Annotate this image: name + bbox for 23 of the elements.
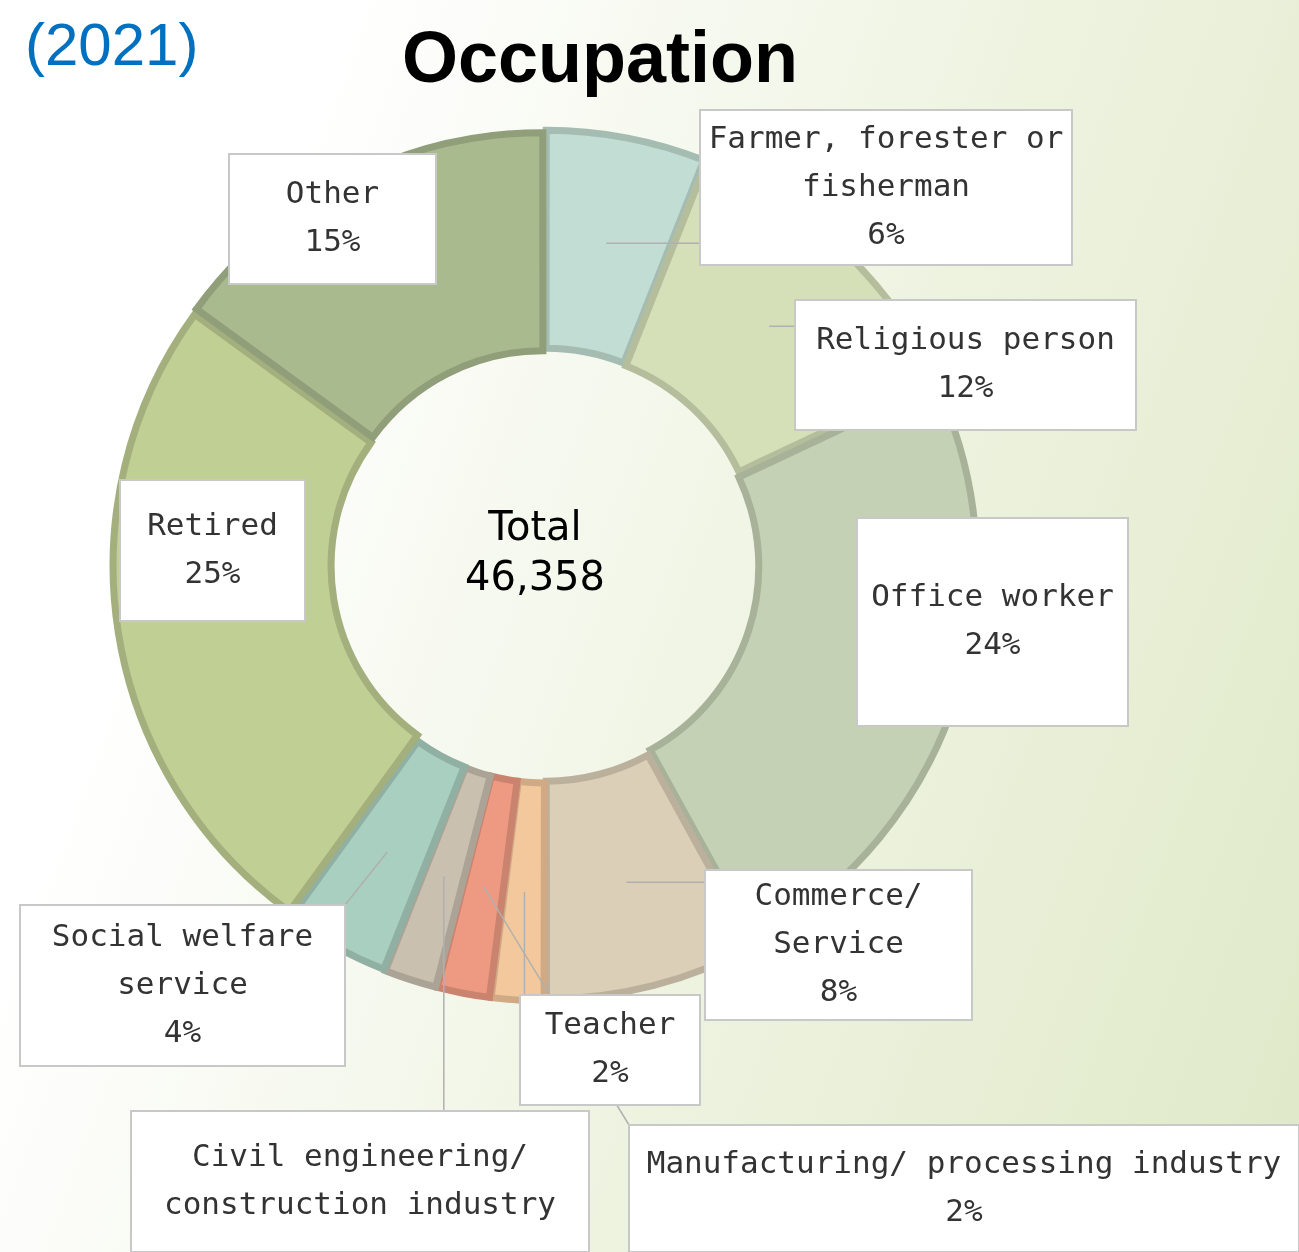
text: 46,358 [465, 553, 605, 600]
slice-label: Retired [147, 505, 278, 542]
data-label: 25% [184, 553, 241, 590]
text: (2021) [25, 10, 199, 78]
data-label: 2% [591, 1053, 629, 1090]
text: Total [487, 503, 582, 550]
slice-label: Office worker [871, 577, 1114, 614]
slice-label: Social welfare service [51, 916, 314, 1001]
data-label: 24% [964, 625, 1021, 662]
slice-label: Manufacturing/ processing industry [646, 1143, 1282, 1180]
slice-label: Civil engineering/ construction industry [164, 1136, 556, 1221]
data-label: 12% [937, 368, 994, 405]
slice-label: Other [285, 174, 380, 211]
data-label: 2% [945, 1191, 983, 1228]
data-label: 4% [163, 1012, 202, 1049]
chart-title: Occupation [401, 16, 799, 97]
slice-label: Religious person [816, 320, 1115, 357]
data-label: 6% [867, 214, 905, 251]
slice-label: Teacher [544, 1005, 676, 1042]
slice-label: Farmer, forester or fisherman [708, 118, 1064, 203]
slice-label: Commerce/ Service [754, 876, 923, 961]
data-label: 8% [819, 972, 858, 1009]
data-label: 15% [304, 222, 361, 259]
